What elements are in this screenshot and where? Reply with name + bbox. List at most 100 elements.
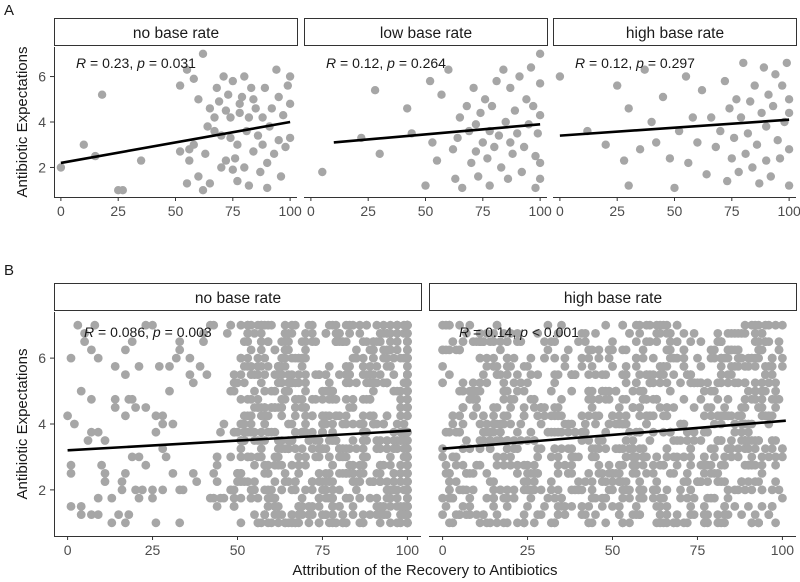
panel-b-2-point [601, 320, 611, 330]
panel-a-3-point [755, 179, 764, 188]
panel-a-2-point [535, 79, 545, 88]
panel-b-2-point [608, 362, 617, 371]
panel-b-2-point [625, 485, 634, 495]
panel-b-1-point [100, 469, 110, 478]
panel-b-1-point [389, 444, 399, 454]
panel-b-1-point [273, 502, 283, 511]
panel-b-2-point [594, 469, 604, 478]
panel-a-3-point [640, 65, 649, 74]
panel-b-2-point [468, 485, 478, 495]
panel-b-1-point [148, 485, 157, 495]
panel-b-1-point [205, 320, 215, 330]
panel-b-2-point [597, 477, 607, 486]
panel-b-2-point [665, 386, 675, 396]
panel-b-2-point [611, 386, 621, 396]
panel-b-2-point [499, 452, 509, 462]
panel-b-1-point [209, 469, 219, 478]
panel-a-1-point [198, 49, 208, 58]
panel-b-1-point [331, 329, 341, 338]
panel-b-1-point [375, 518, 385, 528]
panel-b-2-point [635, 386, 645, 396]
panel-b-2-point [744, 436, 753, 445]
panel-b-1-point [307, 477, 317, 486]
panel-b-2-point [652, 477, 662, 486]
panel-b-2-point [665, 337, 675, 346]
panel-b-1-point [362, 337, 371, 346]
panel-b-2-point [482, 469, 492, 478]
panel-b-2-point [686, 485, 696, 495]
panel-a-1-point [244, 113, 254, 122]
panel-b-1-point [277, 403, 287, 412]
panel-b-2-point [679, 353, 689, 363]
panel-b-1-point [355, 469, 365, 478]
panel-b-1-point [348, 403, 358, 412]
panel-b-2-point [597, 502, 607, 511]
panel-b-1-point [301, 329, 310, 338]
panel-a-2-point [533, 129, 542, 138]
panel-b-2-x-tick-label: 25 [520, 542, 536, 558]
panel-b-1-point [328, 510, 337, 519]
panel-a-1-point [189, 140, 198, 149]
panel-a-1-point [219, 72, 228, 81]
panel-b-2-point [540, 337, 549, 346]
panel-a-1-point [194, 95, 203, 104]
panel-b-1-point [345, 460, 354, 470]
panel-b-1-point [365, 362, 375, 371]
panel-b-1-point [389, 477, 399, 486]
panel-b-1-point [379, 353, 388, 363]
panel-a-2-point [513, 129, 522, 138]
panel-b-y-title: Antibiotic Expectations [14, 349, 31, 500]
panel-b-2-point [713, 394, 723, 404]
panel-b-1-point [246, 419, 256, 429]
panel-b-1-point [311, 370, 321, 379]
panel-b-1-stat-label: R = 0.086, p = 0.003 [84, 324, 212, 340]
panel-a-2-point [458, 183, 467, 193]
panel-b-1-point [236, 444, 246, 454]
panel-b-1-point [76, 502, 86, 511]
panel-a-3-point [757, 108, 766, 118]
panel-b-2-point [513, 518, 522, 528]
panel-b-1-point [369, 353, 378, 363]
panel-a-1-point [281, 142, 290, 152]
panel-b-2-point [635, 403, 645, 412]
panel-b-2-point [628, 386, 638, 396]
panel-b-2-point [761, 320, 770, 330]
panel-b-2-point [519, 411, 529, 421]
panel-b-2-point [485, 427, 495, 437]
panel-b-2-point [546, 411, 556, 421]
panel-a-strip-3-label: high base rate [626, 25, 724, 42]
panel-a-2-point [453, 133, 462, 143]
panel-b-2-point [587, 403, 597, 412]
panel-a-3-point [693, 138, 702, 147]
panel-b-2-point [771, 477, 780, 486]
panel-b-2-point [614, 502, 624, 511]
panel-b-2-point [625, 493, 634, 503]
panel-b-1-point [239, 427, 249, 437]
panel-b-1-point [365, 510, 375, 519]
panel-b-2-point [608, 477, 617, 486]
panel-b-1-point [260, 485, 270, 495]
panel-b-2-point [445, 485, 454, 495]
panel-b-2-point [635, 370, 645, 379]
panel-b-2-point [482, 518, 492, 528]
panel-b-1-point [277, 362, 287, 371]
panel-b-2-point [438, 493, 447, 503]
panel-b-2-point [720, 452, 729, 462]
panel-b-1-point [328, 502, 337, 511]
panel-b-2-point [733, 452, 743, 462]
panel-b-2-point [458, 419, 468, 429]
panel-b-2-point [591, 329, 600, 338]
panel-a-1-point [205, 104, 215, 113]
panel-a-1-point [210, 126, 219, 136]
panel-b-1-point [222, 329, 232, 338]
panel-b-2-point [761, 370, 770, 379]
panel-b-1-point [151, 518, 161, 528]
panel-a-1-point [79, 140, 89, 149]
panel-b-2-point [750, 329, 760, 338]
panel-b-1-point [355, 419, 365, 429]
panel-b: B Antibiotic Expectations no base rate R… [4, 262, 797, 579]
panel-b-2-point [455, 427, 464, 437]
panel-b-2-point [648, 485, 658, 495]
panel-b-1-point [270, 345, 280, 355]
panel-b-1-point [229, 502, 239, 511]
